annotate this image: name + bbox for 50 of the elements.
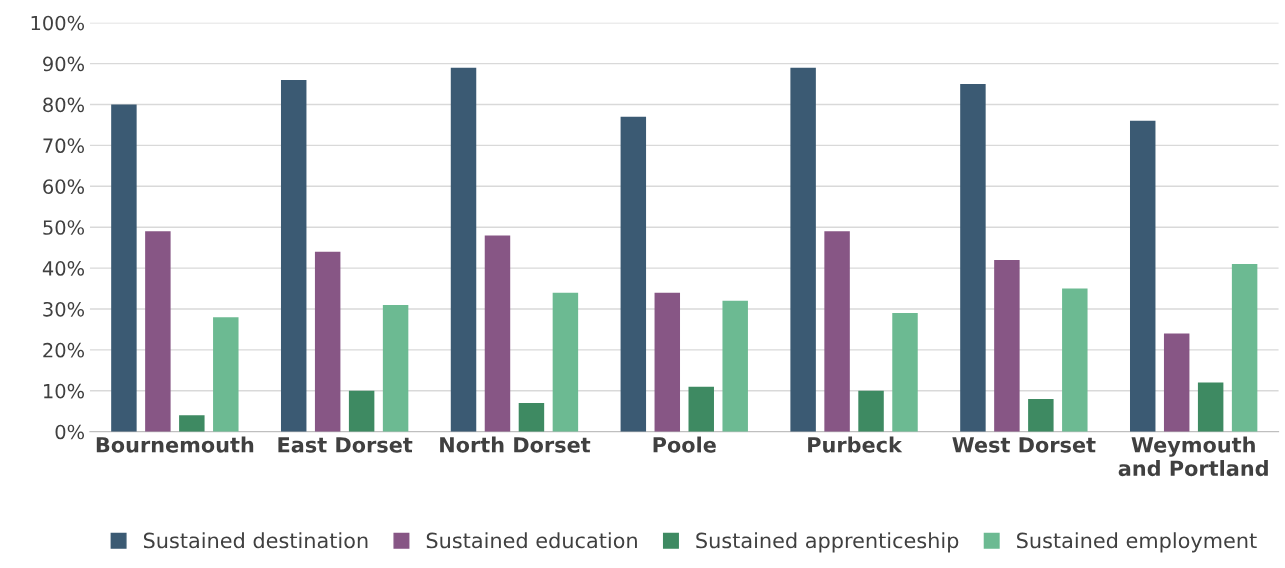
y-tick-label: 90%	[43, 56, 85, 72]
x-tick-label: Poole	[653, 436, 716, 453]
y-tick-label: 60%	[43, 179, 85, 194]
bar	[620, 116, 647, 432]
bar	[280, 79, 307, 432]
bar	[518, 403, 545, 432]
bar	[1231, 264, 1258, 432]
bar	[654, 292, 681, 432]
x-tick-label: Bournemouth	[96, 436, 254, 453]
y-tick-label: 40%	[42, 261, 85, 276]
bar	[1197, 382, 1224, 432]
bar	[892, 313, 918, 432]
bar	[1163, 333, 1190, 432]
bar	[179, 415, 205, 432]
bar	[552, 292, 579, 432]
bar	[111, 104, 137, 432]
legend-label: Sustained employment	[1017, 532, 1257, 553]
y-tick-label: 70%	[43, 138, 85, 154]
y-tick-label: 30%	[43, 301, 85, 317]
bar	[1130, 120, 1156, 432]
x-tick-label: East Dorset	[278, 437, 413, 453]
legend-label: Sustained apprenticeship	[696, 532, 959, 553]
y-tick-label: 80%	[43, 97, 85, 113]
x-tick-label: West Dorset	[952, 437, 1096, 453]
legend-label: Sustained destination	[143, 532, 368, 549]
x-tick-label: North Dorset	[440, 436, 591, 453]
bar	[348, 390, 375, 432]
bar	[722, 300, 748, 432]
legend-label: Sustained education	[426, 532, 637, 549]
bar	[382, 304, 409, 432]
y-tick-label: 100%	[31, 15, 85, 31]
y-tick-label: 20%	[43, 342, 85, 358]
bar	[790, 67, 816, 432]
x-tick-label: Purbeck	[808, 436, 903, 453]
bar	[213, 317, 239, 432]
x-tick-label: Weymouth and Portland	[1118, 436, 1268, 477]
bar	[450, 67, 477, 432]
bar	[1028, 398, 1054, 432]
y-tick-label: 10%	[44, 383, 85, 399]
bar	[960, 84, 986, 432]
bar	[688, 386, 714, 432]
bar	[484, 235, 511, 432]
bar	[1062, 288, 1088, 432]
bar	[314, 251, 341, 432]
bar	[858, 390, 884, 432]
bar	[994, 259, 1020, 432]
bar	[824, 231, 850, 432]
y-tick-label: 50%	[43, 220, 85, 235]
bar	[145, 231, 171, 432]
y-tick-label: 0%	[55, 424, 85, 440]
